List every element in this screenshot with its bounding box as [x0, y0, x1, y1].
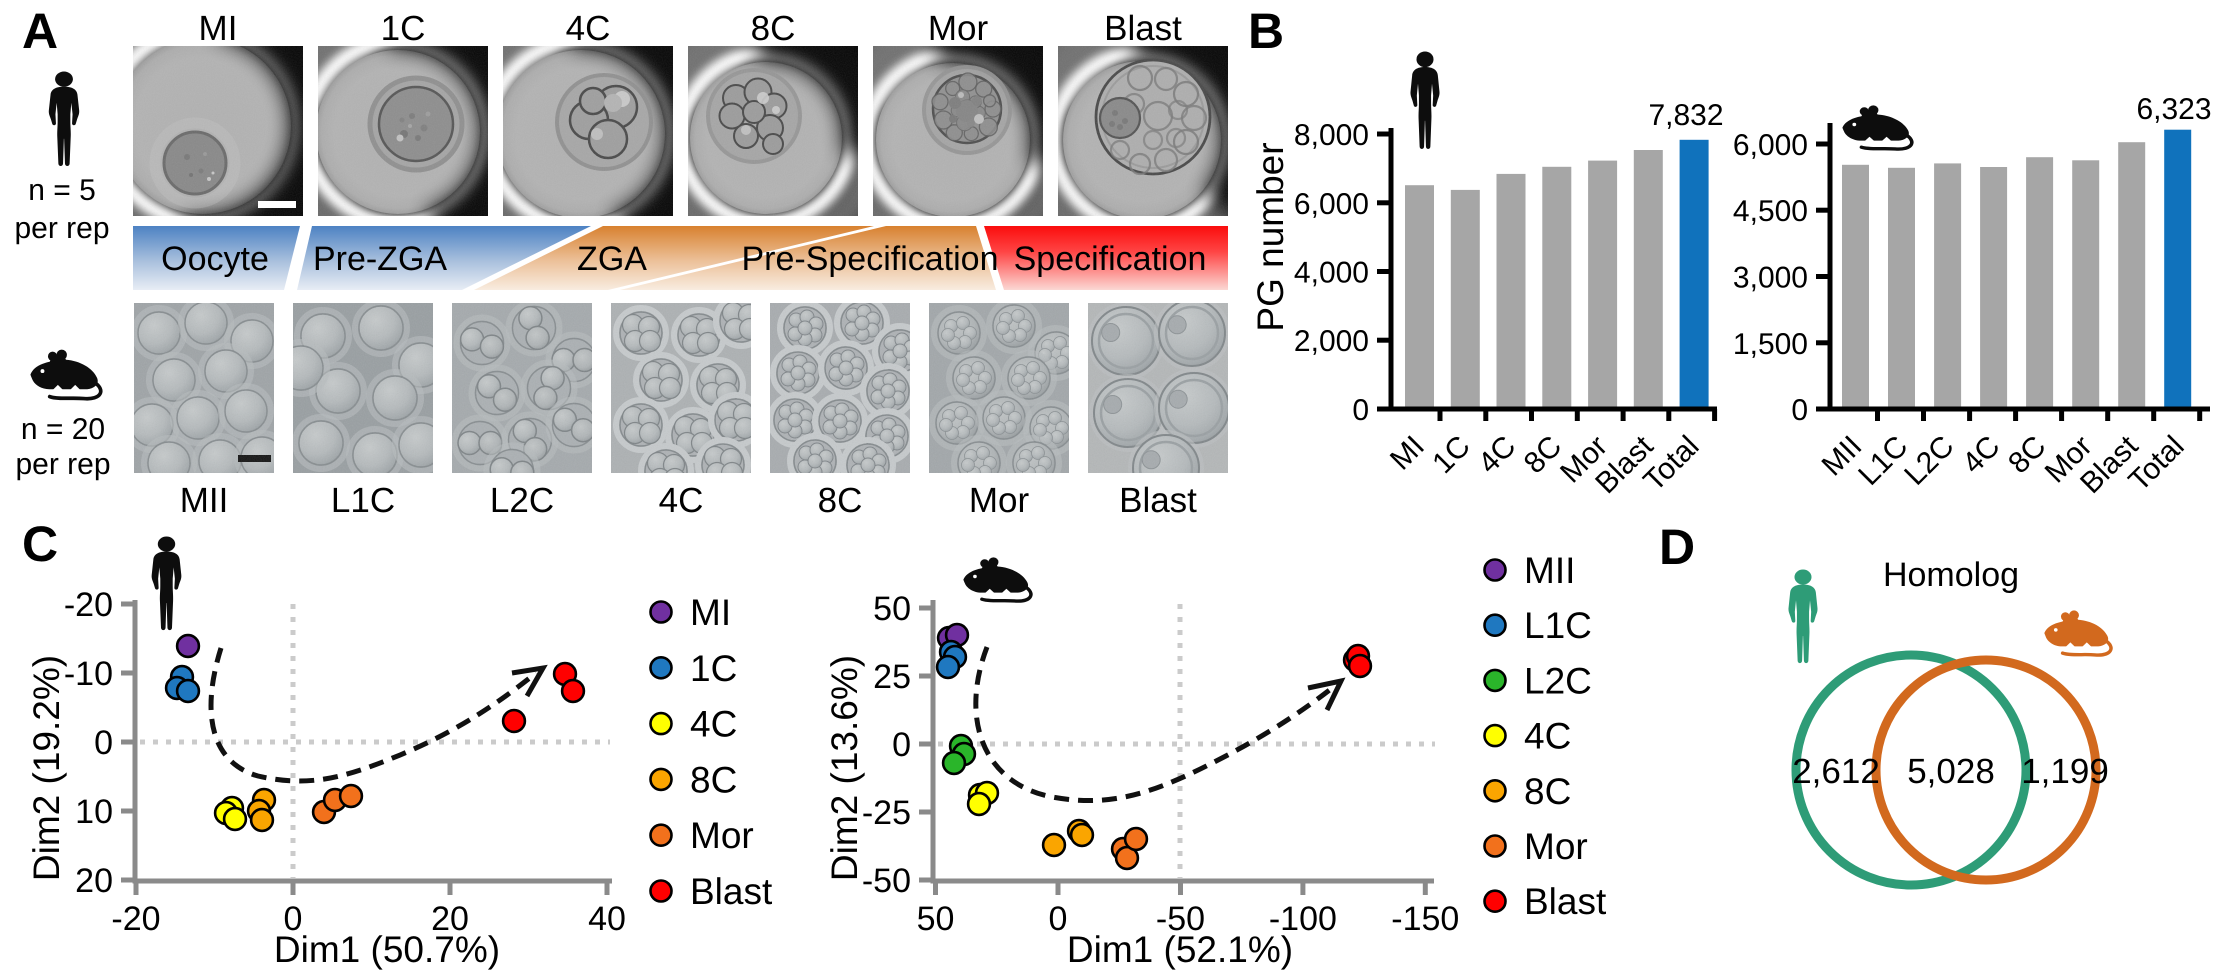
svg-text:Dim2 (13.6%): Dim2 (13.6%) — [824, 655, 865, 881]
svg-text:Blast: Blast — [690, 871, 773, 912]
svg-text:8C: 8C — [818, 481, 863, 520]
svg-text:20: 20 — [75, 862, 113, 900]
svg-text:Dim1 (50.7%): Dim1 (50.7%) — [274, 929, 500, 970]
svg-text:0: 0 — [94, 724, 113, 762]
svg-text:1C: 1C — [1426, 430, 1476, 480]
svg-text:MI: MI — [199, 9, 238, 48]
svg-text:Mor: Mor — [969, 481, 1030, 520]
svg-text:6,323: 6,323 — [2136, 93, 2211, 126]
svg-text:-50: -50 — [1156, 900, 1205, 938]
svg-text:6,000: 6,000 — [1733, 129, 1808, 162]
svg-text:1C: 1C — [690, 648, 737, 689]
svg-text:8C: 8C — [690, 759, 737, 800]
svg-text:1C: 1C — [381, 9, 426, 48]
svg-text:-20: -20 — [64, 586, 113, 624]
svg-text:B: B — [1248, 3, 1284, 59]
svg-text:Blast: Blast — [1104, 9, 1182, 48]
svg-text:Pre-ZGA: Pre-ZGA — [313, 240, 447, 278]
svg-text:Pre-Specification: Pre-Specification — [741, 240, 998, 278]
svg-text:20: 20 — [431, 900, 469, 938]
svg-text:-150: -150 — [1391, 900, 1459, 938]
svg-text:L2C: L2C — [1524, 660, 1592, 701]
svg-text:n = 20: n = 20 — [21, 413, 105, 446]
svg-text:0: 0 — [1352, 394, 1369, 427]
svg-text:Mor: Mor — [690, 815, 754, 856]
svg-text:1,199: 1,199 — [2021, 752, 2109, 791]
svg-text:MII: MII — [180, 481, 229, 520]
svg-text:4C: 4C — [1956, 430, 2006, 480]
svg-text:40: 40 — [588, 900, 626, 938]
svg-text:4C: 4C — [1472, 430, 1522, 480]
svg-text:A: A — [22, 3, 58, 59]
svg-text:50: 50 — [873, 590, 911, 628]
svg-text:8C: 8C — [1524, 771, 1571, 812]
svg-text:4,500: 4,500 — [1733, 195, 1808, 228]
svg-text:0: 0 — [1049, 900, 1068, 938]
svg-text:-10: -10 — [64, 655, 113, 693]
svg-text:Specification: Specification — [1014, 240, 1207, 278]
svg-text:50: 50 — [917, 900, 955, 938]
svg-text:L1C: L1C — [331, 481, 395, 520]
svg-text:MI: MI — [690, 592, 731, 633]
svg-text:Mor: Mor — [928, 9, 989, 48]
svg-text:L1C: L1C — [1524, 605, 1592, 646]
svg-text:Mor: Mor — [1524, 826, 1588, 867]
svg-text:4C: 4C — [659, 481, 704, 520]
svg-text:Blast: Blast — [1524, 881, 1607, 922]
svg-text:2,612: 2,612 — [1792, 752, 1880, 791]
svg-text:ZGA: ZGA — [577, 240, 647, 278]
svg-text:n = 5: n = 5 — [28, 174, 96, 207]
svg-text:Oocyte: Oocyte — [161, 240, 269, 278]
svg-text:10: 10 — [75, 793, 113, 831]
svg-text:L2C: L2C — [1898, 430, 1960, 492]
svg-text:Dim1 (52.1%): Dim1 (52.1%) — [1067, 929, 1293, 970]
svg-text:-25: -25 — [862, 794, 911, 832]
svg-text:4C: 4C — [566, 9, 611, 48]
svg-text:Blast: Blast — [1119, 481, 1197, 520]
svg-text:per rep: per rep — [15, 448, 110, 481]
svg-text:5,028: 5,028 — [1907, 752, 1995, 791]
svg-text:0: 0 — [892, 726, 911, 764]
svg-text:25: 25 — [873, 658, 911, 696]
svg-text:3,000: 3,000 — [1733, 262, 1808, 295]
svg-text:D: D — [1659, 519, 1695, 575]
svg-text:Total: Total — [2123, 430, 2191, 498]
svg-text:4,000: 4,000 — [1294, 257, 1369, 290]
svg-text:-100: -100 — [1269, 900, 1337, 938]
svg-text:1,500: 1,500 — [1733, 328, 1808, 361]
svg-text:per rep: per rep — [14, 212, 109, 245]
svg-text:MI: MI — [1384, 430, 1431, 477]
svg-text:MII: MII — [1524, 550, 1575, 591]
svg-text:7,832: 7,832 — [1648, 99, 1723, 132]
svg-text:8C: 8C — [751, 9, 796, 48]
svg-text:-50: -50 — [862, 862, 911, 900]
svg-text:0: 0 — [284, 900, 303, 938]
svg-text:2,000: 2,000 — [1294, 325, 1369, 358]
svg-text:PG number: PG number — [1250, 142, 1291, 331]
svg-text:8,000: 8,000 — [1294, 119, 1369, 152]
svg-text:L2C: L2C — [490, 481, 554, 520]
svg-text:4C: 4C — [1524, 716, 1571, 757]
svg-text:Homolog: Homolog — [1883, 556, 2019, 594]
svg-text:-20: -20 — [111, 900, 160, 938]
svg-text:C: C — [22, 516, 58, 572]
svg-text:4C: 4C — [690, 704, 737, 745]
svg-text:Total: Total — [1637, 430, 1705, 498]
svg-text:6,000: 6,000 — [1294, 188, 1369, 221]
svg-text:Dim2 (19.2%): Dim2 (19.2%) — [26, 655, 67, 881]
svg-text:0: 0 — [1791, 394, 1808, 427]
